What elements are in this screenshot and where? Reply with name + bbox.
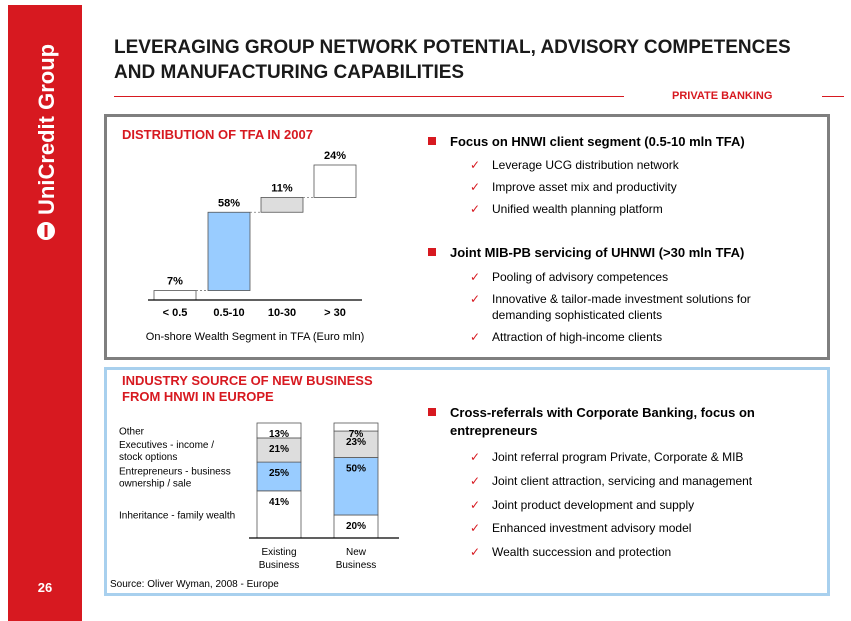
bullet-cross-referrals: Cross-referrals with Corporate Banking, … <box>428 404 813 440</box>
check-item: ✓ Pooling of advisory competences <box>470 270 669 284</box>
waterfall-bar <box>313 164 357 198</box>
data-label: 58% <box>218 197 240 209</box>
segment-label: 50% <box>346 464 366 475</box>
stacked-segment <box>333 457 379 516</box>
check-item: ✓ Attraction of high-income clients <box>470 330 663 344</box>
category-label: 10-30 <box>268 307 296 319</box>
check-item: ✓ Improve asset mix and productivity <box>470 180 677 194</box>
data-label: 11% <box>271 182 293 194</box>
x-axis-label: On-shore Wealth Segment in TFA (Euro mln… <box>146 331 364 343</box>
segment-label: 25% <box>269 468 289 479</box>
check-item: ✓ Enhanced investment advisory model <box>470 521 692 535</box>
brand-sidebar <box>8 5 82 621</box>
segment-label: 13% <box>269 429 289 440</box>
legend-label: Executives - income / <box>119 440 214 451</box>
unicredit-logo: UniCredit Group <box>34 44 59 240</box>
category-label: > 30 <box>324 307 346 319</box>
legend-label: Other <box>119 426 145 437</box>
check-item: ✓ Joint referral program Private, Corpora… <box>470 450 744 464</box>
stacked-segment <box>256 437 302 463</box>
brand-name: UniCredit Group <box>34 44 59 215</box>
category-label: < 0.5 <box>163 307 188 319</box>
new-business-panel <box>104 367 830 596</box>
title-rule <box>114 96 624 97</box>
stacked-segment <box>256 490 302 539</box>
check-item: ✓ Joint product development and supply <box>470 498 695 512</box>
legend-label: Entrepreneurs - business <box>119 466 231 477</box>
category-label: 0.5-10 <box>213 307 244 319</box>
new-business-stacked-chart: 41% 25% 21% 13% Existing Business 20% 50% 23%7% N… <box>119 422 399 571</box>
waterfall-bar <box>207 211 251 291</box>
category-label: New <box>346 547 367 558</box>
check-item: ✓ Wealth succession and protection <box>470 545 672 559</box>
legend-label: ownership / sale <box>119 478 192 489</box>
stacked-segment <box>256 422 302 439</box>
segment-label: 21% <box>269 444 289 455</box>
category-label: Business <box>336 560 377 571</box>
category-label: Existing <box>261 547 296 558</box>
segment-label: 7% <box>349 429 364 440</box>
tfa-waterfall-chart: 7% < 0.5 58% 0.5-10 11% 10-30 24% > 30 On-shore … <box>146 150 364 343</box>
stacked-segment <box>333 422 379 432</box>
stacked-segment <box>333 430 379 458</box>
legend-label: stock options <box>119 452 177 463</box>
segment-label: 41% <box>269 497 289 508</box>
data-label: 24% <box>324 150 346 162</box>
segment-label: 20% <box>346 521 366 532</box>
data-label: 7% <box>167 276 183 288</box>
waterfall-bar <box>260 197 304 213</box>
source-note: Source: Oliver Wyman, 2008 - Europe <box>110 579 279 590</box>
waterfall-bar <box>153 290 197 301</box>
check-item: ✓ Innovative & tailor-made investment sol… <box>470 292 751 322</box>
bullet-hnwi-focus: Focus on HNWI client segment (0.5-10 mln… <box>428 133 745 151</box>
legend-label: Inheritance - family wealth <box>119 510 235 521</box>
category-label: Business <box>259 560 300 571</box>
tfa-distribution-panel <box>104 114 830 360</box>
tfa-chart-title: DISTRIBUTION OF TFA IN 2007 <box>122 127 313 142</box>
check-item: ✓ Unified wealth planning platform <box>470 202 663 216</box>
page-number: 26 <box>37 580 53 595</box>
title-rule-end <box>822 96 844 97</box>
check-item: ✓ Leverage UCG distribution network <box>470 158 679 172</box>
segment-label: 23% <box>346 437 366 448</box>
check-item: ✓ Joint client attraction, servicing and … <box>470 474 753 488</box>
bullet-uhnwi-servicing: Joint MIB-PB servicing of UHNWI (>30 mln… <box>428 244 744 262</box>
page-title: LEVERAGING GROUP NETWORK POTENTIAL, ADVI… <box>114 37 791 83</box>
stacked-segment <box>256 461 302 492</box>
section-tag: PRIVATE BANKING <box>672 90 773 102</box>
new-business-chart-title: INDUSTRY SOURCE OF NEW BUSINESS FROM HNW… <box>122 373 373 404</box>
